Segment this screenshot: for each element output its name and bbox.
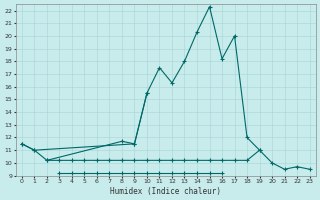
X-axis label: Humidex (Indice chaleur): Humidex (Indice chaleur) [110,187,221,196]
